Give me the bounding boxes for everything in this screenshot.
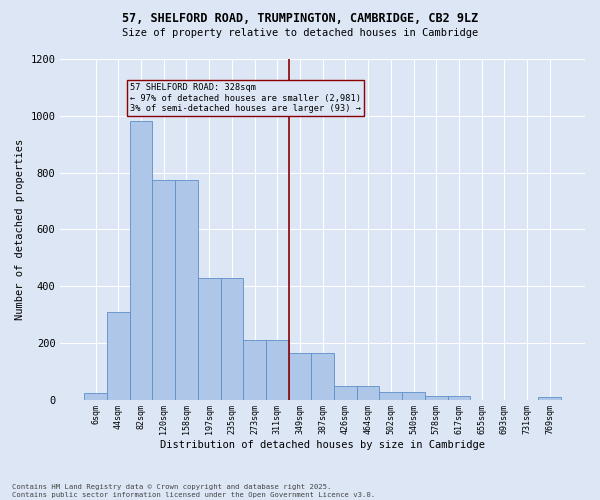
Bar: [402, 392, 425, 400]
Bar: [84, 394, 107, 400]
Text: 57, SHELFORD ROAD, TRUMPINGTON, CAMBRIDGE, CB2 9LZ: 57, SHELFORD ROAD, TRUMPINGTON, CAMBRIDG…: [122, 12, 478, 26]
Bar: [425, 396, 448, 400]
Text: Contains HM Land Registry data © Crown copyright and database right 2025.
Contai: Contains HM Land Registry data © Crown c…: [12, 484, 375, 498]
Y-axis label: Number of detached properties: Number of detached properties: [15, 138, 25, 320]
X-axis label: Distribution of detached houses by size in Cambridge: Distribution of detached houses by size …: [160, 440, 485, 450]
Bar: [357, 386, 379, 400]
Bar: [311, 353, 334, 400]
Text: 57 SHELFORD ROAD: 328sqm
← 97% of detached houses are smaller (2,981)
3% of semi: 57 SHELFORD ROAD: 328sqm ← 97% of detach…: [130, 83, 361, 113]
Bar: [334, 386, 357, 400]
Bar: [243, 340, 266, 400]
Bar: [198, 278, 221, 400]
Bar: [448, 396, 470, 400]
Bar: [175, 180, 198, 400]
Bar: [538, 396, 561, 400]
Bar: [379, 392, 402, 400]
Bar: [221, 278, 243, 400]
Bar: [289, 353, 311, 400]
Bar: [266, 340, 289, 400]
Text: Size of property relative to detached houses in Cambridge: Size of property relative to detached ho…: [122, 28, 478, 38]
Bar: [152, 180, 175, 400]
Bar: [107, 312, 130, 400]
Bar: [130, 122, 152, 400]
